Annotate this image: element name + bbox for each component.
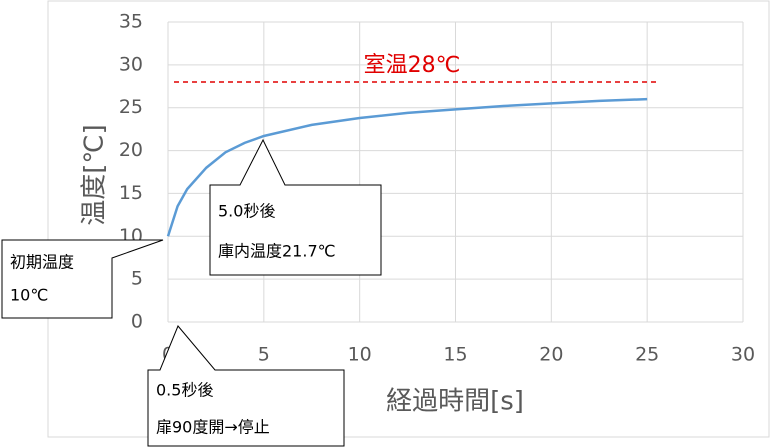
callout-text: 庫内温度21.7℃ xyxy=(218,242,336,261)
x-tick-label: 25 xyxy=(635,344,659,366)
y-tick-label: 30 xyxy=(119,53,143,75)
callout-text: 扉90度開→停止 xyxy=(156,418,270,437)
x-tick-label: 5 xyxy=(258,344,270,366)
callout-box xyxy=(1,239,164,319)
reference-label: 室温28℃ xyxy=(364,53,461,78)
y-axis-title: 温度[℃] xyxy=(80,124,110,226)
x-tick-label: 10 xyxy=(348,344,372,366)
x-axis-title: 経過時間[s] xyxy=(386,387,524,417)
y-tick-label: 15 xyxy=(119,182,143,204)
callout-box xyxy=(147,325,345,447)
y-tick-label: 35 xyxy=(119,11,143,33)
callout-text: 5.0秒後 xyxy=(218,202,275,221)
y-tick-label: 0 xyxy=(131,311,143,333)
x-tick-label: 30 xyxy=(731,344,755,366)
y-tick-label: 25 xyxy=(119,96,143,118)
callout-text: 0.5秒後 xyxy=(156,381,213,400)
y-tick-label: 5 xyxy=(131,268,143,290)
callout-text: 初期温度 xyxy=(10,253,74,272)
callout-text: 10℃ xyxy=(10,286,48,305)
x-tick-label: 15 xyxy=(443,344,467,366)
callout-box xyxy=(209,138,382,276)
data-line xyxy=(166,97,648,237)
x-tick-label: 20 xyxy=(539,344,563,366)
y-tick-label: 20 xyxy=(119,139,143,161)
